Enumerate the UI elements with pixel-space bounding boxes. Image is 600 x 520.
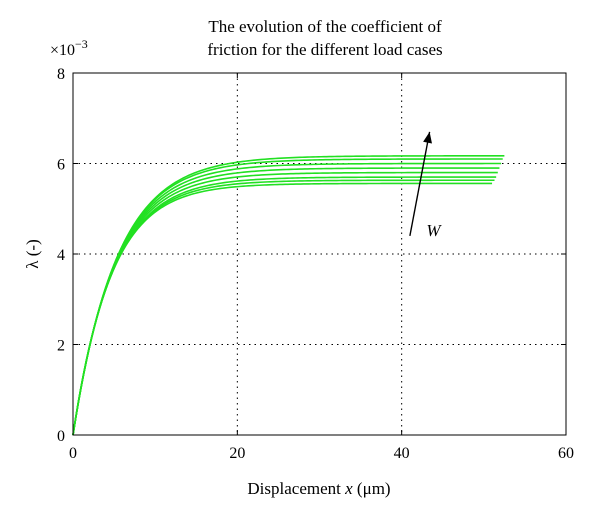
series-line-3 (72, 176, 497, 436)
series-line-7 (72, 158, 503, 436)
annotation-arrow-shaft (409, 131, 431, 237)
x-tick-label-40: 40 (394, 445, 410, 462)
chart-title-line-2: friction for the different load cases (207, 40, 442, 59)
series-line-6 (72, 162, 502, 436)
y-tick-label-2: 2 (57, 338, 65, 355)
series-group (72, 155, 505, 436)
y-tick-label-6: 6 (57, 157, 65, 174)
series-line-4 (72, 171, 498, 436)
series-line-2 (72, 179, 495, 436)
grid (73, 73, 566, 435)
series-line-8 (72, 155, 505, 436)
y-axis-label: λ (-) (23, 239, 42, 268)
y-tick-label-0: 0 (57, 428, 65, 445)
chart-title-line-1: The evolution of the coefficient of (208, 17, 442, 36)
x-tick-label-0: 0 (69, 445, 77, 462)
x-axis-label: Displacement x (μm) (247, 479, 390, 498)
axis-ticks: 0 20 40 60 0 2 4 6 8 (57, 66, 574, 462)
annotation-label-w: W (426, 221, 442, 240)
annotation: W (409, 131, 442, 240)
x-tick-label-60: 60 (558, 445, 574, 462)
y-tick-label-8: 8 (57, 66, 65, 83)
x-tick-label-20: 20 (229, 445, 245, 462)
y-tick-label-4: 4 (57, 247, 65, 264)
annotation-arrow-head (423, 131, 432, 144)
y-multiplier: ×10−3 (50, 37, 88, 59)
series-line-5 (72, 167, 500, 436)
